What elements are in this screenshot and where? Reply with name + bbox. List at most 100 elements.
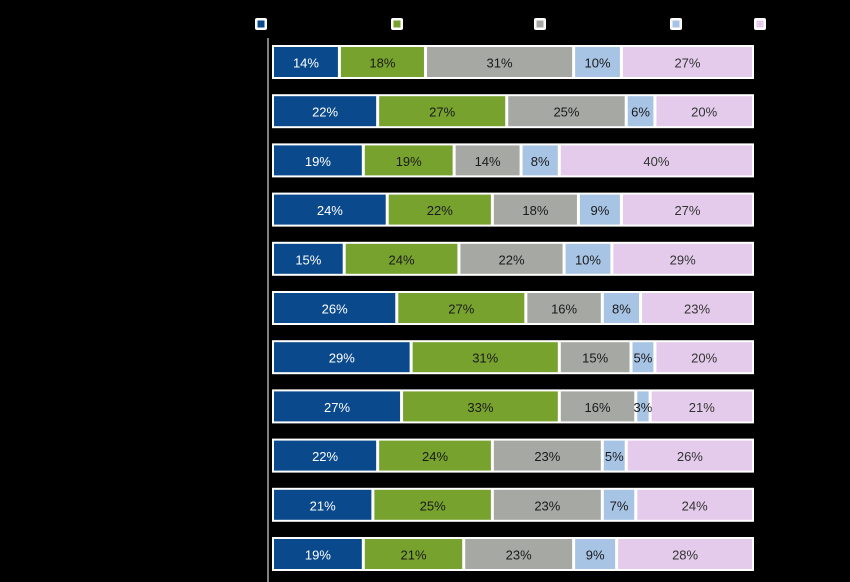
bar-segment	[274, 440, 377, 471]
bar-segment	[274, 243, 343, 274]
bar-segment	[603, 293, 640, 323]
legend-swatch	[756, 20, 764, 28]
bar-segment	[274, 194, 386, 225]
bar-segment	[388, 194, 491, 225]
legend-swatch	[672, 20, 680, 28]
bar-segment	[274, 342, 410, 373]
bar-row: 14% 18% 31% 10% 27%	[272, 45, 754, 79]
bar-value-label: 25%	[420, 498, 446, 513]
bar-segment	[274, 293, 396, 323]
bar-segment	[637, 391, 649, 422]
bar-value-label: 18%	[369, 56, 395, 71]
bar-segment	[560, 391, 635, 422]
bar-value-label: 23%	[684, 302, 710, 317]
bar-row: 22% 27% 25% 6% 20%	[272, 94, 754, 129]
bar-value-label: 22%	[498, 252, 524, 267]
bar-value-label: 21%	[689, 400, 715, 415]
bar-value-label: 21%	[400, 548, 426, 563]
bar-value-label: 22%	[312, 105, 338, 120]
bar-segment	[374, 489, 491, 520]
bar-value-label: 23%	[506, 548, 532, 563]
bar-value-label: 8%	[612, 302, 631, 317]
bar-row: 22% 24% 23% 5% 26%	[272, 438, 754, 473]
bar-segment	[274, 145, 362, 176]
bar-segment	[560, 145, 752, 176]
bar-value-label: 15%	[295, 252, 321, 267]
bar-value-label: 23%	[534, 498, 560, 513]
bar-segment	[412, 342, 558, 373]
bar-segment	[603, 440, 625, 471]
bar-value-label: 5%	[605, 449, 624, 464]
bar-segment	[575, 47, 620, 77]
bar-segment	[426, 47, 573, 77]
bar-value-label: 27%	[448, 302, 474, 317]
bar-value-label: 10%	[575, 252, 601, 267]
bar-segment	[274, 391, 401, 422]
bar-value-label: 19%	[396, 154, 422, 169]
legend	[255, 18, 766, 30]
bar-value-label: 15%	[582, 351, 608, 366]
bar-segment	[274, 96, 377, 127]
bar-value-label: 23%	[534, 449, 560, 464]
bar-row: 19% 19% 14% 8% 40%	[272, 143, 754, 178]
bar-value-label: 16%	[551, 302, 577, 317]
bar-value-label: 18%	[522, 203, 548, 218]
bar-value-label: 24%	[389, 252, 415, 267]
bar-value-label: 29%	[329, 351, 355, 366]
bar-segment	[622, 47, 752, 77]
bar-segment	[618, 539, 752, 569]
bar-segment	[622, 194, 752, 225]
bar-value-label: 33%	[467, 400, 493, 415]
legend-swatch	[536, 20, 544, 28]
bar-segment	[379, 440, 491, 471]
bar-segment	[651, 391, 752, 422]
bar-segment	[508, 96, 625, 127]
bar-value-label: 14%	[293, 56, 319, 71]
bar-value-label: 26%	[677, 449, 703, 464]
bar-row: 29% 31% 15% 5% 20%	[272, 340, 754, 375]
bar-value-label: 22%	[427, 203, 453, 218]
bar-segment	[527, 293, 601, 323]
bar-segment	[627, 96, 654, 127]
bar-segment	[345, 243, 458, 274]
bar-segment	[613, 243, 752, 274]
bar-value-label: 25%	[553, 105, 579, 120]
bar-value-label: 19%	[305, 548, 331, 563]
bar-segment	[465, 539, 573, 569]
bar-segment	[364, 539, 463, 569]
bar-value-label: 6%	[631, 105, 650, 120]
bar-value-label: 14%	[475, 154, 501, 169]
bar-segment	[565, 243, 611, 274]
bar-segment	[522, 145, 558, 176]
bar-value-label: 27%	[429, 105, 455, 120]
bar-row: 15% 24% 22% 10% 29%	[272, 241, 754, 276]
bar-segment	[493, 440, 601, 471]
bar-row: 21% 25% 23% 7% 24%	[272, 487, 754, 522]
plot-area: 14% 18% 31% 10% 27% 22% 27% 25% 6% 20% 19% 19% 14% 8%…	[267, 38, 754, 582]
bar-value-label: 7%	[610, 498, 629, 513]
bar-segment	[364, 145, 453, 176]
bar-value-label: 16%	[585, 400, 611, 415]
bar-value-label: 10%	[585, 56, 611, 71]
bar-segment	[379, 96, 506, 127]
bar-segment	[579, 194, 620, 225]
bar-segment	[274, 489, 372, 520]
bar-segment	[560, 342, 630, 373]
bar-value-label: 8%	[531, 154, 550, 169]
bar-value-label: 28%	[672, 548, 698, 563]
bar-segment	[455, 145, 520, 176]
bar-value-label: 22%	[312, 449, 338, 464]
bar-value-label: 24%	[422, 449, 448, 464]
bar-segment	[493, 489, 601, 520]
bar-value-label: 5%	[634, 351, 653, 366]
bar-segment	[632, 342, 654, 373]
bar-segment	[274, 47, 338, 77]
bar-value-label: 24%	[682, 498, 708, 513]
bar-row: 19% 21% 23% 9% 28%	[272, 537, 754, 571]
bar-value-label: 20%	[691, 351, 717, 366]
bar-value-label: 27%	[674, 203, 700, 218]
bar-value-label: 26%	[322, 302, 348, 317]
bar-value-label: 21%	[310, 498, 336, 513]
bar-segment	[627, 440, 752, 471]
bar-row: 24% 22% 18% 9% 27%	[272, 192, 754, 227]
